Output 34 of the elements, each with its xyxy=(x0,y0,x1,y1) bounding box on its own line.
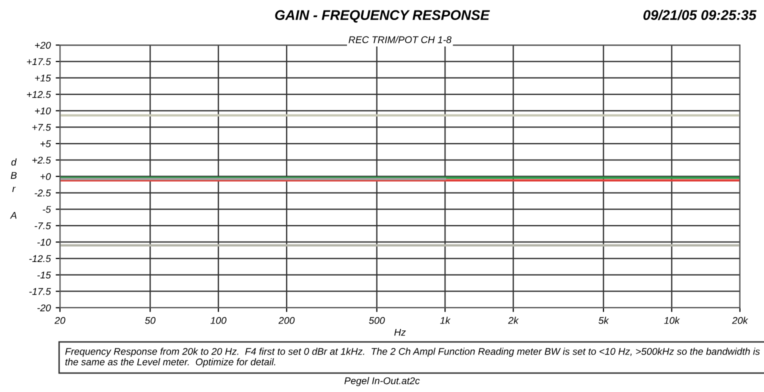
y-tick-label: +17.5 xyxy=(26,58,51,66)
x-tick-label: 2k xyxy=(508,316,519,324)
x-tick-label: 1k xyxy=(440,316,451,324)
y-tick-label: -17.5 xyxy=(29,288,51,295)
text: 09/21/05 09:25:35 xyxy=(643,10,757,20)
y-tick-label: +20 xyxy=(35,42,51,49)
x-tick-label: 5k xyxy=(598,316,610,324)
text: Frequency Response from 20k to 20 Hz. F4 first to set 0 dBr at 1kHz. The 2 Ch Ampl Function Reading meter BW is set to <10 Hz, >500kHz so the bandwidth is the same as the Level meter. Optimize for detail. xyxy=(65,348,760,368)
y-tick-label: -15 xyxy=(37,272,51,279)
y-tick-label: +15 xyxy=(35,74,51,82)
y-tick-label: -7.5 xyxy=(34,222,51,230)
y-tick-label: -10 xyxy=(37,238,51,246)
y-tick-label: +0 xyxy=(40,173,51,180)
y-tick-label: +7.5 xyxy=(32,124,51,131)
chart-subtitle: REC TRIM/POT CH 1-8 xyxy=(348,36,452,44)
x-tick-label: 10k xyxy=(664,316,680,324)
y-tick-label: +5 xyxy=(40,140,51,148)
y-tick-label: -12.5 xyxy=(29,255,51,262)
text: dBr A xyxy=(10,158,17,219)
chart-title: GAIN - FREQUENCY RESPONSE xyxy=(275,10,490,23)
y-tick-label: +10 xyxy=(35,107,51,114)
x-axis-title: Hz xyxy=(394,328,406,336)
y-tick-label: +12.5 xyxy=(26,91,51,98)
text: Pegel In-Out.at2c xyxy=(344,377,420,386)
y-tick-label: -5 xyxy=(42,206,51,213)
y-tick-label: +2.5 xyxy=(32,156,51,164)
x-tick-label: 500 xyxy=(368,317,385,324)
y-tick-label: -2.5 xyxy=(34,190,51,196)
x-tick-label: 100 xyxy=(210,317,226,324)
x-tick-label: 200 xyxy=(278,317,295,324)
x-tick-label: 20k xyxy=(732,316,748,324)
x-tick-label: 20 xyxy=(54,317,66,324)
x-tick-label: 50 xyxy=(144,317,156,324)
y-tick-label: -20 xyxy=(37,304,51,312)
